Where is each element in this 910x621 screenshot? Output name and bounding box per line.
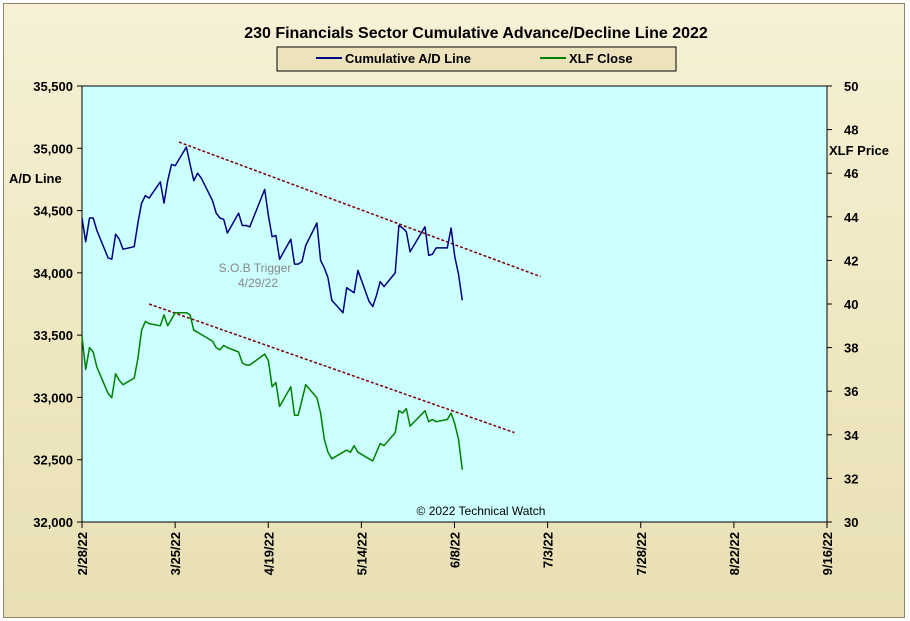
right-tick-label: 40 [844,297,858,312]
series-lines [81,146,464,470]
x-tick-label: 7/3/22 [541,532,556,568]
right-tick-label: 46 [844,166,858,181]
x-axis: 2/28/22 3/25/22 4/19/22 5/14/22 6/8/22 7/3/22… [75,522,835,575]
x-tick-label: 4/19/22 [261,532,276,575]
left-tick-label: 35,000 [33,141,73,156]
legend: Cumulative A/D Line XLF Close [276,46,677,72]
left-tick-label: 33,000 [33,390,73,405]
copyright-text: © 2022 Technical Watch [417,504,546,518]
trendlines [148,141,541,434]
sob-trigger-date: 4/29/22 [238,276,278,290]
left-tick-label: 32,500 [33,453,73,468]
left-tick-label: 33,500 [33,328,73,343]
right-tick-label: 48 [844,123,858,138]
right-tick-label: 38 [844,341,858,356]
sob-trigger-label: S.O.B Trigger [219,261,292,275]
left-axis: 32,000 32,500 33,000 33,500 34,000 34,500 35,0… [33,79,82,530]
xlf-trendline [148,303,515,434]
x-tick-label: 8/22/22 [727,532,742,575]
x-tick-label: 6/8/22 [448,532,463,568]
x-tick-label: 9/16/22 [820,532,835,575]
x-tick-label: 5/14/22 [354,532,369,575]
x-tick-label: 2/28/22 [75,532,90,575]
right-tick-label: 44 [844,210,859,225]
left-tick-label: 35,500 [33,79,73,94]
left-tick-label: 34,000 [33,266,73,281]
right-tick-label: 42 [844,253,858,268]
legend-label-xlf-close: XLF Close [569,51,633,66]
right-tick-label: 34 [844,428,859,443]
y-axis-label-left: A/D Line [9,171,62,186]
plot-area [81,85,828,523]
ad-line-trendline [178,141,541,278]
series-line-ad-line [81,146,464,314]
right-tick-label: 32 [844,471,858,486]
left-tick-label: 32,000 [33,515,73,530]
y-axis-label-right: XLF Price [829,143,889,158]
x-tick-label: 3/25/22 [168,532,183,575]
left-tick-label: 34,500 [33,204,73,219]
chart-title: 230 Financials Sector Cumulative Advance… [244,25,708,42]
right-axis: 30 32 34 36 38 40 42 44 46 48 50 [827,79,859,530]
series-line-xlf-close [81,311,464,470]
x-tick-label: 7/28/22 [634,532,649,575]
legend-box [276,46,677,72]
right-tick-label: 50 [844,79,858,94]
right-tick-label: 36 [844,384,858,399]
right-tick-label: 30 [844,515,858,530]
legend-label-ad-line: Cumulative A/D Line [345,51,471,66]
